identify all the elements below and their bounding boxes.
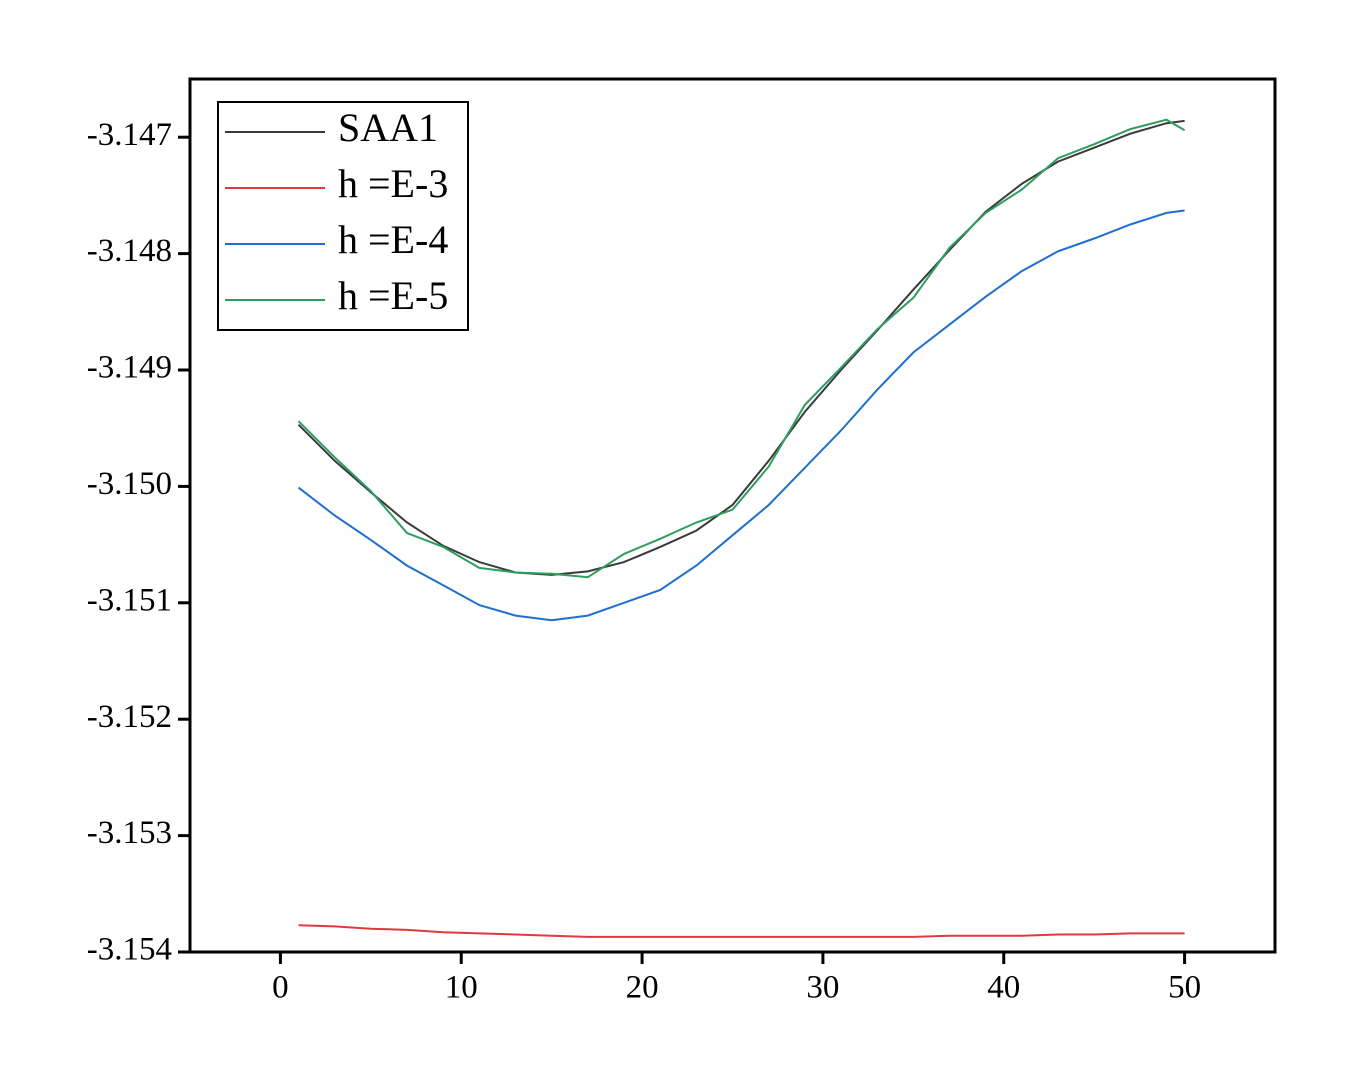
y-tick-label: -3.152	[87, 699, 172, 735]
x-tick-label: 0	[272, 970, 289, 1006]
y-tick-label: -3.149	[87, 350, 172, 386]
y-tick-label: -3.147	[87, 117, 172, 153]
x-tick-label: 50	[1168, 970, 1201, 1006]
y-tick-label: -3.153	[87, 815, 172, 851]
y-tick-label: -3.150	[87, 466, 172, 502]
x-tick-label: 20	[626, 970, 659, 1006]
legend-label: h =E-4	[338, 217, 448, 262]
x-tick-label: 10	[445, 970, 478, 1006]
series-line	[298, 924, 1185, 938]
series-line	[297, 209, 1185, 622]
legend: SAA1 h =E-3 h =E-4 h =E-5	[217, 101, 469, 331]
y-tick-label: -3.151	[87, 582, 172, 618]
plot-frame	[188, 77, 1277, 954]
legend-label: SAA1	[338, 105, 438, 150]
x-tick-label: 40	[987, 970, 1020, 1006]
legend-label: h =E-5	[338, 273, 448, 318]
y-tick-label: -3.154	[87, 932, 172, 968]
legend-label: h =E-3	[338, 161, 448, 206]
legend-box	[217, 101, 469, 331]
series-line	[297, 119, 1185, 576]
y-tick-label: -3.148	[87, 233, 172, 269]
series-line	[297, 118, 1186, 579]
x-tick-label: 30	[806, 970, 839, 1006]
